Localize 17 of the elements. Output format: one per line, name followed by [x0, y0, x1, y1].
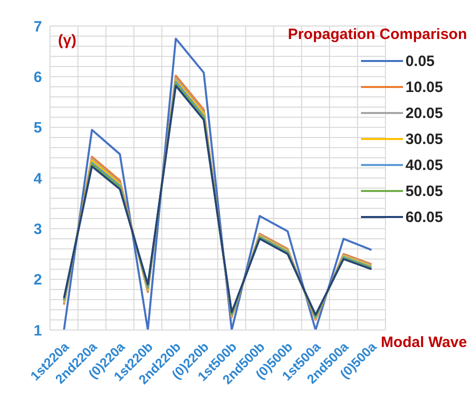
y-tick-label: 2 — [34, 272, 42, 289]
legend-label: 20.05 — [405, 104, 443, 122]
legend-label: 30.05 — [405, 130, 443, 148]
legend-label: 40.05 — [405, 156, 443, 174]
x-axis-title: Modal Wave — [380, 334, 467, 351]
legend-label: 60.05 — [405, 208, 443, 226]
y-tick-label: 3 — [34, 220, 42, 238]
legend-label: 50.05 — [405, 182, 443, 200]
legend-label: 0.05 — [405, 52, 435, 70]
chart-title: Propagation Comparison — [288, 26, 467, 43]
y-tick-label: 5 — [34, 120, 42, 137]
y-tick-label: 7 — [34, 18, 42, 36]
y-tick-label: 1 — [34, 322, 42, 340]
y-tick-label: 6 — [34, 68, 42, 86]
y-tick-label: 4 — [34, 170, 43, 188]
y-axis-title: (γ) — [58, 32, 76, 49]
legend-label: 10.05 — [405, 78, 443, 96]
